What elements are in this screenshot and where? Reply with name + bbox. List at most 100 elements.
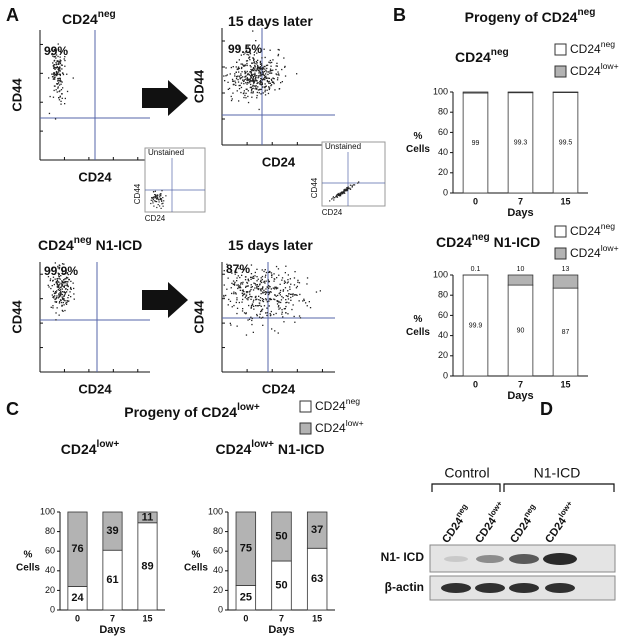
event-dot xyxy=(244,64,247,66)
event-dot xyxy=(233,83,235,86)
event-dot xyxy=(262,69,264,71)
event-dot xyxy=(68,294,70,296)
event-dot xyxy=(297,279,299,281)
event-dot xyxy=(270,85,272,87)
event-dot xyxy=(226,263,228,265)
arrow xyxy=(142,80,188,116)
event-dot xyxy=(259,289,262,291)
value-label: 39 xyxy=(106,525,118,537)
event-dot xyxy=(287,290,289,292)
event-dot xyxy=(256,313,258,316)
event-dot xyxy=(262,286,264,288)
event-dot xyxy=(57,66,59,69)
event-dot xyxy=(258,299,260,301)
event-dot xyxy=(150,199,152,201)
event-dot xyxy=(247,95,249,98)
event-dot xyxy=(247,299,249,301)
event-dot xyxy=(58,69,60,71)
event-dot xyxy=(240,283,242,285)
event-dot xyxy=(246,83,248,85)
event-dot xyxy=(269,49,271,51)
event-dot xyxy=(306,277,309,279)
event-dot xyxy=(155,194,157,196)
event-dot xyxy=(244,72,246,75)
event-dot xyxy=(264,91,266,93)
event-dot xyxy=(55,89,57,91)
event-dot xyxy=(54,78,56,80)
event-dot xyxy=(268,293,270,296)
event-dot xyxy=(245,82,247,84)
event-dot xyxy=(255,40,257,42)
event-dot xyxy=(59,278,61,280)
event-dot xyxy=(49,279,51,282)
event-dot xyxy=(55,57,57,59)
event-dot xyxy=(60,282,62,284)
event-dot xyxy=(347,189,349,191)
event-dot xyxy=(52,65,55,67)
flow-plot: CD24neg N1-ICD 99.9% CD24 CD44 xyxy=(9,235,150,396)
event-dot xyxy=(156,196,158,198)
event-dot xyxy=(280,82,282,84)
event-dot xyxy=(246,291,248,294)
event-dot xyxy=(57,80,59,82)
event-dot xyxy=(257,86,259,88)
value-label: 90 xyxy=(517,327,525,334)
event-dot xyxy=(56,72,58,74)
event-dot xyxy=(48,112,51,115)
event-dot xyxy=(293,284,296,286)
event-dot xyxy=(244,52,246,54)
event-dot xyxy=(344,189,346,191)
event-dot xyxy=(54,68,56,70)
y-tick-label: 80 xyxy=(45,526,55,536)
event-dot xyxy=(284,308,286,310)
event-dot xyxy=(238,84,240,87)
event-dot xyxy=(268,300,270,302)
event-dot xyxy=(56,279,59,282)
event-dot xyxy=(268,82,270,84)
event-dot xyxy=(69,288,72,290)
event-dot xyxy=(55,54,58,56)
event-dot xyxy=(255,76,257,79)
event-dot xyxy=(331,198,333,200)
event-dot xyxy=(239,285,241,287)
event-dot xyxy=(250,92,252,94)
event-dot xyxy=(277,294,279,297)
event-dot xyxy=(244,70,246,73)
event-dot xyxy=(290,283,292,285)
event-dot xyxy=(59,62,62,65)
event-dot xyxy=(240,73,242,75)
event-dot xyxy=(245,294,248,296)
axis-label: CD44 xyxy=(9,78,24,112)
event-dot xyxy=(236,61,238,63)
event-dot xyxy=(250,264,253,266)
event-dot xyxy=(261,281,263,284)
value-label: 75 xyxy=(240,543,252,555)
panel-title: Progeny of CD24neg xyxy=(465,7,596,25)
bar-segment xyxy=(507,284,534,377)
event-dot xyxy=(263,305,266,307)
y-tick-label: 20 xyxy=(438,350,448,360)
event-dot xyxy=(257,69,259,71)
event-dot xyxy=(277,268,280,270)
event-dot xyxy=(260,69,262,71)
y-tick-label: 100 xyxy=(208,506,223,516)
event-dot xyxy=(257,67,259,69)
event-dot xyxy=(57,87,59,89)
event-dot xyxy=(256,80,258,82)
event-dot xyxy=(271,61,273,64)
event-dot xyxy=(238,67,240,70)
event-dot xyxy=(162,205,164,207)
event-dot xyxy=(267,71,270,73)
event-dot xyxy=(336,194,338,196)
event-dot xyxy=(278,74,280,76)
event-dot xyxy=(61,263,64,265)
event-dot xyxy=(252,77,254,80)
event-dot xyxy=(254,70,256,72)
event-dot xyxy=(274,298,276,301)
event-dot xyxy=(260,75,262,77)
event-dot xyxy=(262,92,264,94)
y-tick-label: 80 xyxy=(213,526,223,536)
event-dot xyxy=(59,289,62,291)
event-dot xyxy=(290,299,292,301)
event-dot xyxy=(152,200,154,202)
